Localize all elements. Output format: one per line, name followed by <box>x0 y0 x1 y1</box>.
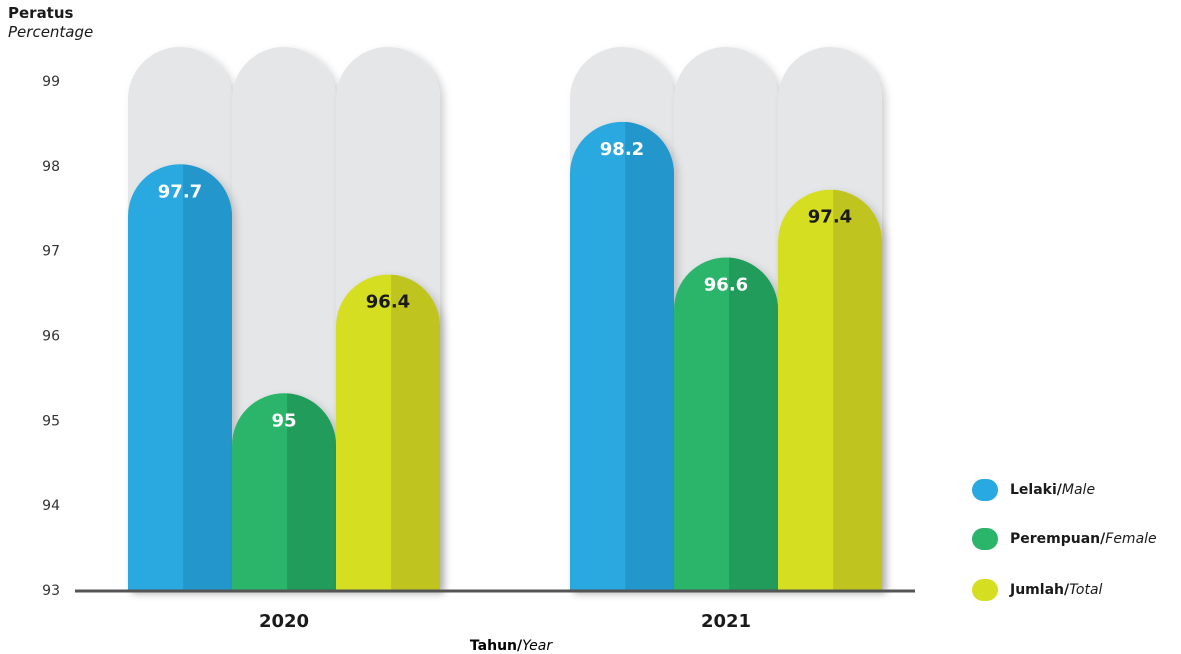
bar-shade <box>183 164 232 590</box>
x-tick-label-2020: 2020 <box>259 611 309 632</box>
legend-label-total-en: Total <box>1069 582 1103 598</box>
y-tick-label: 96 <box>42 329 60 345</box>
data-label-male-2021: 98.2 <box>600 139 644 160</box>
y-tick-label: 99 <box>42 74 60 90</box>
data-label-female-2020: 95 <box>271 410 296 431</box>
data-label-total-2021: 97.4 <box>808 207 852 228</box>
legend-swatch-male <box>972 479 998 501</box>
bar-shade <box>729 257 778 590</box>
legend-label-female-en: Female <box>1105 531 1157 547</box>
y-tick-label: 93 <box>42 583 60 599</box>
legend-item-total: Jumlah/Total <box>972 578 1177 602</box>
y-tick-label: 95 <box>42 413 60 429</box>
legend-item-female: Perempuan/Female <box>972 527 1177 551</box>
x-axis-title: Tahun/Year <box>470 638 553 654</box>
bar-shade <box>833 189 882 590</box>
legend-swatch-female <box>972 528 998 550</box>
y-tick-label: 97 <box>42 244 60 260</box>
bar-shade <box>391 274 440 590</box>
data-label-female-2021: 96.6 <box>704 275 748 296</box>
y-tick-label: 98 <box>42 159 60 175</box>
data-label-total-2020: 96.4 <box>366 292 410 313</box>
legend-label-male-en: Male <box>1061 482 1096 498</box>
bars: 97.7 95 96.4 98.2 96.6 97.4 <box>128 47 882 591</box>
legend-label-male: Lelaki/ <box>1010 482 1062 498</box>
x-tick-label-2021: 2021 <box>701 611 751 632</box>
legend-item-male: Lelaki/Male <box>972 478 1177 502</box>
bar-shade <box>287 393 336 590</box>
y-axis-ticks: 93 94 95 96 97 98 99 <box>42 74 60 599</box>
legend-swatch-total <box>972 579 998 601</box>
x-axis-ticks: 2020 2021 <box>259 611 751 632</box>
legend-label-total: Jumlah/ <box>1010 582 1070 598</box>
y-axis-subtitle: Percentage <box>8 23 94 41</box>
y-axis-title: Peratus <box>8 4 74 22</box>
y-tick-label: 94 <box>42 498 60 514</box>
data-label-male-2020: 97.7 <box>158 181 202 202</box>
bar-shade <box>625 121 674 590</box>
legend-label-female: Perempuan/ <box>1010 531 1106 547</box>
